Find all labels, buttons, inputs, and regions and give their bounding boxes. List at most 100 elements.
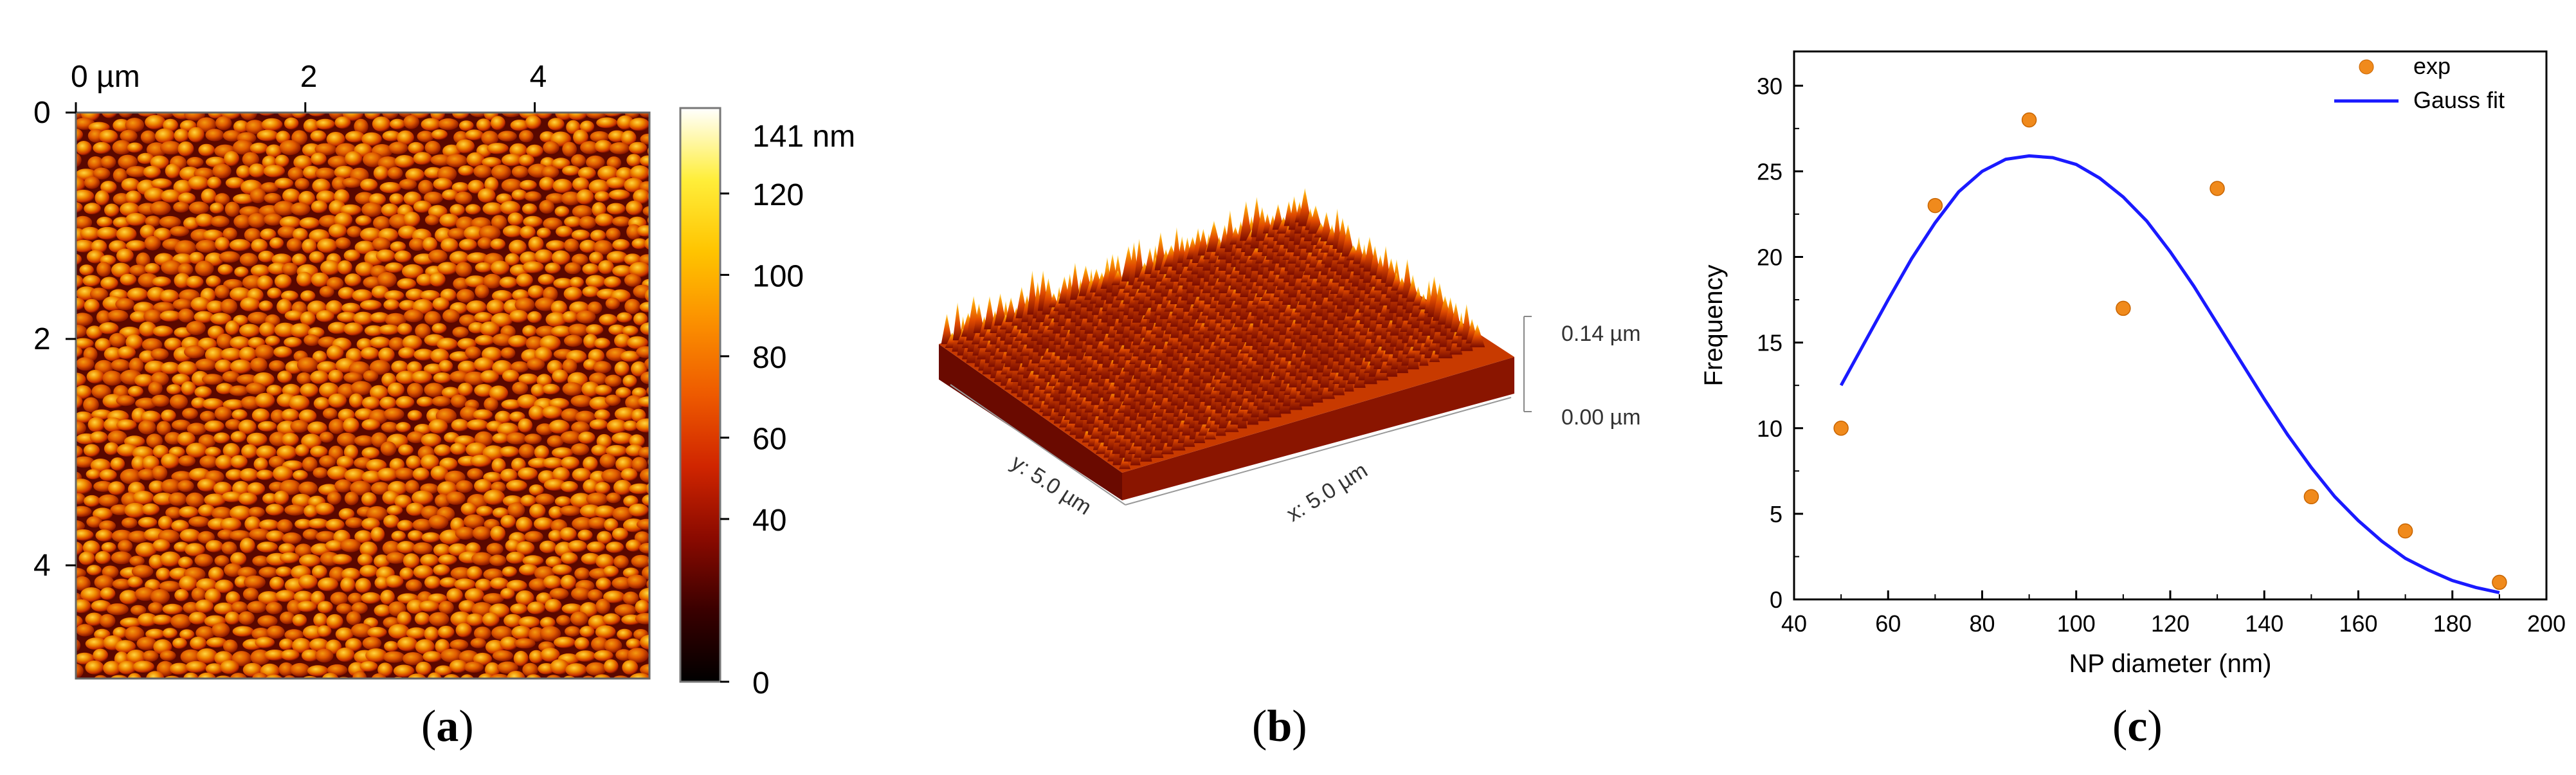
afm-grain bbox=[316, 625, 332, 637]
afm-grain bbox=[366, 506, 388, 521]
afm-grain bbox=[344, 491, 359, 506]
afm-grain bbox=[595, 598, 610, 614]
afm-grain bbox=[420, 290, 440, 301]
afm-grain bbox=[291, 493, 312, 508]
afm-grain bbox=[302, 239, 317, 254]
afm-grain bbox=[76, 567, 86, 579]
afm-grain bbox=[475, 578, 492, 592]
afm-grain bbox=[244, 575, 266, 589]
afm-grain bbox=[486, 543, 503, 555]
afm-grain bbox=[215, 237, 230, 251]
afm-grain bbox=[507, 212, 523, 226]
afm-grain bbox=[210, 203, 224, 214]
afm-grain bbox=[307, 518, 329, 529]
afm-grain bbox=[230, 552, 247, 566]
afm-grain bbox=[559, 527, 577, 542]
afm-grain bbox=[309, 638, 329, 652]
afm-grain bbox=[395, 370, 417, 385]
afm-grain bbox=[161, 479, 181, 494]
afm-grain bbox=[300, 311, 316, 326]
afm-grain bbox=[562, 165, 581, 176]
afm-grain bbox=[383, 515, 399, 528]
afm-grain bbox=[184, 113, 205, 121]
afm-grain bbox=[111, 262, 131, 278]
afm-grain bbox=[357, 553, 373, 567]
size-distribution-chart: 40 60 80 100 120 140 160 180 200 0 5 10 15 20 25 30 NP… bbox=[1700, 50, 2566, 678]
afm-grain bbox=[76, 639, 81, 652]
afm-grain bbox=[290, 419, 309, 433]
afm-grain bbox=[159, 581, 181, 592]
afm-grain bbox=[255, 637, 275, 648]
afm-grain bbox=[450, 567, 471, 580]
afm-grain bbox=[279, 216, 301, 229]
y-axis-line bbox=[950, 384, 1126, 506]
afm-grain bbox=[93, 675, 108, 679]
afm-grain bbox=[635, 599, 649, 614]
afm-grain bbox=[483, 489, 505, 506]
afm-grain bbox=[500, 636, 518, 651]
afm-grain bbox=[651, 674, 666, 688]
afm-grain bbox=[500, 468, 518, 482]
afm-grain bbox=[456, 289, 475, 303]
legend: exp Gauss fit bbox=[2334, 53, 2505, 113]
afm-grain bbox=[336, 603, 352, 614]
afm-grain bbox=[112, 140, 132, 155]
afm-grain bbox=[341, 178, 362, 188]
afm-grain bbox=[543, 217, 563, 230]
afm-grain bbox=[622, 591, 639, 605]
afm-grain bbox=[626, 539, 642, 552]
afm-grain bbox=[110, 457, 125, 471]
afm-grain bbox=[115, 298, 135, 311]
afm-grain bbox=[541, 165, 559, 179]
afm-grain bbox=[587, 301, 603, 315]
afm-grain bbox=[386, 552, 406, 564]
afm-grain bbox=[99, 469, 117, 481]
afm-grain bbox=[473, 357, 494, 372]
afm-grain bbox=[158, 516, 173, 530]
afm-grain bbox=[76, 189, 95, 203]
afm-grain bbox=[242, 275, 263, 290]
afm-grain bbox=[413, 349, 435, 361]
surface-peak bbox=[1134, 239, 1144, 278]
afm-grain bbox=[595, 213, 614, 227]
afm-grain bbox=[111, 529, 133, 543]
afm-grain bbox=[648, 313, 649, 320]
afm-grain bbox=[216, 333, 233, 349]
panel-a-afm-topography: 0 µm 2 4 0 2 4 120 100 80 60 40 0 141 nm (a) bbox=[0, 0, 913, 775]
afm-grain bbox=[94, 575, 114, 590]
afm-grain bbox=[208, 567, 224, 581]
afm-grain bbox=[359, 565, 379, 578]
afm-grain bbox=[242, 152, 259, 167]
afm-grain bbox=[170, 226, 189, 237]
afm-grain bbox=[116, 395, 135, 406]
afm-grain bbox=[546, 240, 566, 251]
afm-grain bbox=[466, 442, 487, 457]
afm-grain bbox=[76, 599, 91, 614]
afm-grain bbox=[429, 272, 446, 287]
afm-grain bbox=[191, 397, 206, 409]
afm-grain bbox=[313, 397, 330, 410]
afm-grain bbox=[185, 543, 205, 556]
afm-grain bbox=[424, 140, 441, 155]
afm-grain bbox=[338, 287, 355, 300]
x-tick-label: 100 bbox=[2057, 610, 2096, 637]
afm-grain bbox=[337, 260, 352, 275]
afm-grain bbox=[491, 458, 506, 473]
afm-grain bbox=[83, 397, 99, 413]
afm-grain bbox=[440, 238, 458, 253]
afm-grain bbox=[594, 409, 610, 421]
afm-grain bbox=[292, 638, 311, 653]
colorbar bbox=[679, 107, 721, 683]
afm-grain bbox=[136, 252, 150, 268]
afm-grain bbox=[334, 479, 352, 493]
afm-grain bbox=[614, 361, 630, 376]
afm-grain bbox=[325, 518, 345, 531]
y-axis-label: Frequency bbox=[1700, 265, 1728, 387]
afm-grain bbox=[138, 420, 156, 435]
afm-grain bbox=[164, 338, 182, 351]
afm-grain bbox=[377, 272, 397, 287]
afm-grain bbox=[570, 493, 592, 508]
afm-grain bbox=[421, 118, 441, 131]
afm-grain bbox=[598, 260, 614, 275]
afm-grain bbox=[152, 539, 170, 552]
